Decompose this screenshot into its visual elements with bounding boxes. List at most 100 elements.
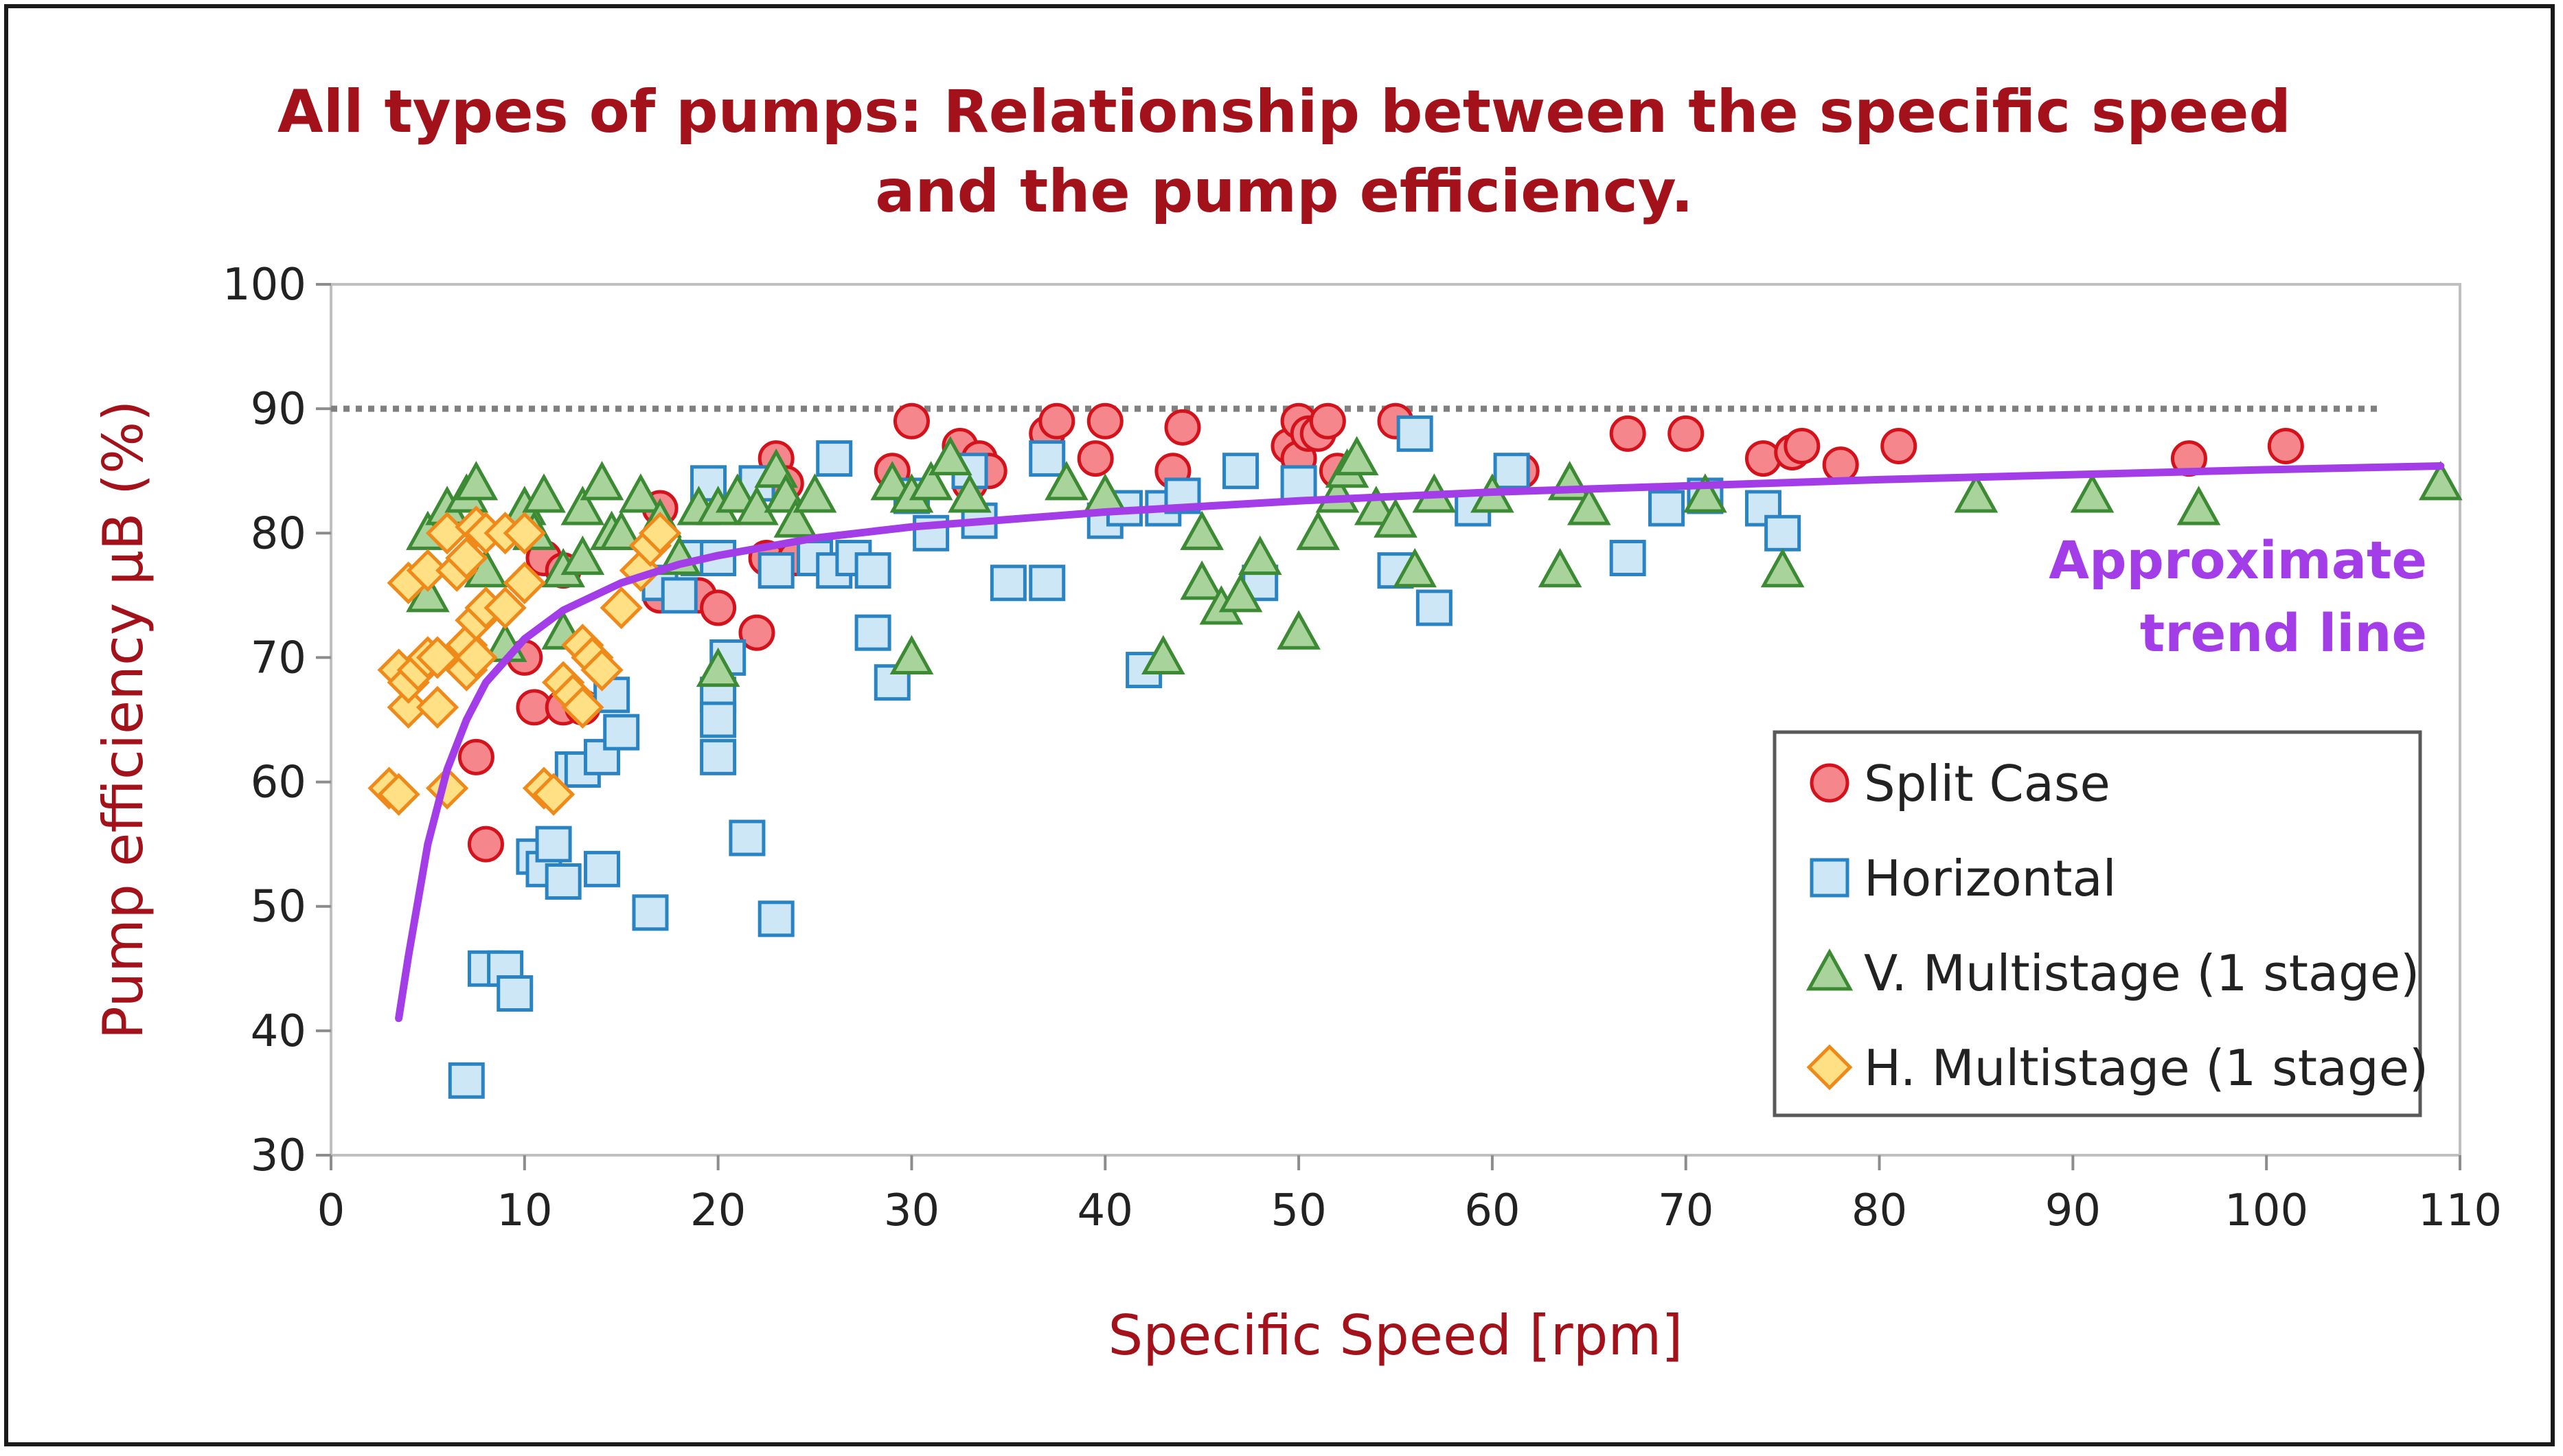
legend-item-h-multistage-1-stage: H. Multistage (1 stage) (1806, 1039, 2428, 1097)
legend-item-split-case: Split Case (1810, 755, 2110, 812)
horizontal-point (661, 577, 698, 614)
split-case-point (1077, 440, 1114, 477)
legend-marker (1810, 858, 1849, 898)
horizontal-point (700, 701, 737, 738)
x-axis: 0 10 20 30 40 50 60 70 80 90 100 110 (317, 1155, 2502, 1236)
horizontal-point (1029, 565, 1066, 602)
y-tick-label: 30 (251, 1130, 306, 1181)
v-multistage-1-stage-point (1683, 473, 1727, 513)
v-multistage-1-stage-point (619, 473, 663, 513)
v-multistage-1-stage-point (773, 498, 818, 538)
horizontal-point (757, 900, 795, 937)
y-tick-label: 60 (251, 758, 306, 808)
h-multistage-1-stage-point (415, 685, 459, 729)
horizontal-point (816, 440, 853, 477)
series-h-multistage-1-stage (367, 505, 682, 816)
legend-marker (1806, 1044, 1853, 1091)
scatter-chart: All types of pumps: Relationship between… (91, 78, 2502, 1367)
x-tick-label: 70 (1658, 1185, 1713, 1236)
v-multistage-1-stage-point (1760, 547, 1805, 588)
split-case-point (1086, 402, 1124, 440)
trend-annotation-line: trend line (2140, 602, 2427, 663)
split-case-point (457, 738, 494, 775)
v-multistage-1-stage-point (1238, 535, 1282, 576)
v-multistage-1-stage-point (1538, 547, 1582, 588)
horizontal-point (854, 552, 891, 589)
v-multistage-1-stage-point (1954, 473, 1998, 513)
v-multistage-1-stage-point (1218, 573, 1263, 613)
horizontal-point (1648, 490, 1685, 527)
legend-marker (1806, 948, 1854, 991)
chart-frame: All types of pumps: Relationship between… (4, 4, 2555, 1446)
h-multistage-1-stage-point (532, 773, 576, 816)
v-multistage-1-stage-point (696, 647, 740, 687)
v-multistage-1-stage-point (909, 461, 953, 501)
v-multistage-1-stage-point (1180, 560, 1224, 600)
split-case-point (1038, 402, 1075, 440)
split-case-point (893, 402, 930, 440)
v-multistage-1-stage-point (889, 635, 934, 675)
h-multistage-1-stage-point (455, 636, 498, 679)
split-case-point (1309, 402, 1346, 440)
h-multistage-1-stage-point (561, 685, 604, 729)
y-axis-title: Pump efficiency µB (%) (91, 400, 155, 1040)
v-multistage-1-stage-point (1180, 510, 1224, 550)
h-multistage-1-stage-point (406, 549, 450, 592)
split-case-point (2267, 427, 2304, 464)
x-tick-label: 110 (2418, 1185, 2502, 1236)
trend-annotation-line: Approximate (2049, 530, 2427, 591)
h-multistage-1-stage-point (387, 685, 430, 729)
trend-line-layer (395, 462, 2445, 1023)
split-case-point (700, 589, 737, 626)
horizontal-point (632, 894, 669, 931)
v-multistage-1-stage-point (580, 461, 624, 501)
horizontal-point (757, 552, 795, 589)
legend-item-v-multistage-1-stage: V. Multistage (1 stage) (1806, 944, 2419, 1002)
v-multistage-1-stage-point (870, 461, 915, 501)
x-axis-title: Specific Speed [rpm] (1108, 1304, 1683, 1367)
x-tick-label: 90 (2045, 1185, 2101, 1236)
split-case-point (467, 826, 504, 863)
split-case-point (1822, 446, 1859, 484)
v-multistage-1-stage-point (1393, 547, 1437, 588)
v-multistage-1-stage-point (1354, 486, 1398, 525)
v-multistage-1-stage-point (1567, 486, 1611, 525)
horizontal-point (603, 714, 640, 751)
legend-label: Split Case (1864, 755, 2110, 812)
horizontal-point (990, 565, 1027, 602)
v-multistage-1-stage-point (1045, 461, 1089, 501)
horizontal-point (1415, 589, 1453, 626)
x-tick-label: 50 (1271, 1185, 1326, 1236)
chart-title: All types of pumps: Relationship between… (277, 78, 2291, 226)
v-multistage-1-stage-point (928, 435, 972, 476)
h-multistage-1-stage-point (503, 512, 546, 555)
h-multistage-1-stage-point (415, 636, 459, 679)
horizontal-point (1609, 540, 1646, 577)
y-tick-label: 40 (251, 1006, 306, 1057)
v-multistage-1-stage-point (2176, 486, 2221, 525)
chart-title-line: All types of pumps: Relationship between… (277, 78, 2291, 146)
v-multistage-1-stage-point (522, 473, 566, 513)
split-case-point (1880, 427, 1917, 464)
legend: Split Case Horizontal V. Multistage (1 sta… (1773, 730, 2428, 1117)
horizontal-point (1493, 453, 1530, 490)
split-case-point (738, 614, 775, 651)
v-multistage-1-stage-point (1334, 435, 1379, 476)
y-tick-label: 90 (251, 384, 306, 435)
v-multistage-1-stage-point (1296, 510, 1341, 550)
v-multistage-1-stage-point (599, 510, 643, 550)
split-case-point (1784, 427, 1821, 464)
split-case-point (1744, 440, 1781, 477)
x-tick-label: 80 (1852, 1185, 1907, 1236)
horizontal-point (1280, 465, 1317, 502)
x-tick-label: 40 (1078, 1185, 1133, 1236)
legend-marker (1810, 763, 1849, 803)
y-axis: 30 40 50 60 70 80 90 100 (223, 260, 331, 1181)
h-multistage-1-stage-point (503, 561, 546, 604)
h-multistage-1-stage-point (619, 549, 663, 592)
horizontal-point (584, 850, 621, 887)
horizontal-point (1029, 440, 1066, 477)
x-tick-label: 30 (884, 1185, 939, 1236)
horizontal-point (1396, 415, 1433, 452)
x-tick-label: 20 (690, 1185, 746, 1236)
